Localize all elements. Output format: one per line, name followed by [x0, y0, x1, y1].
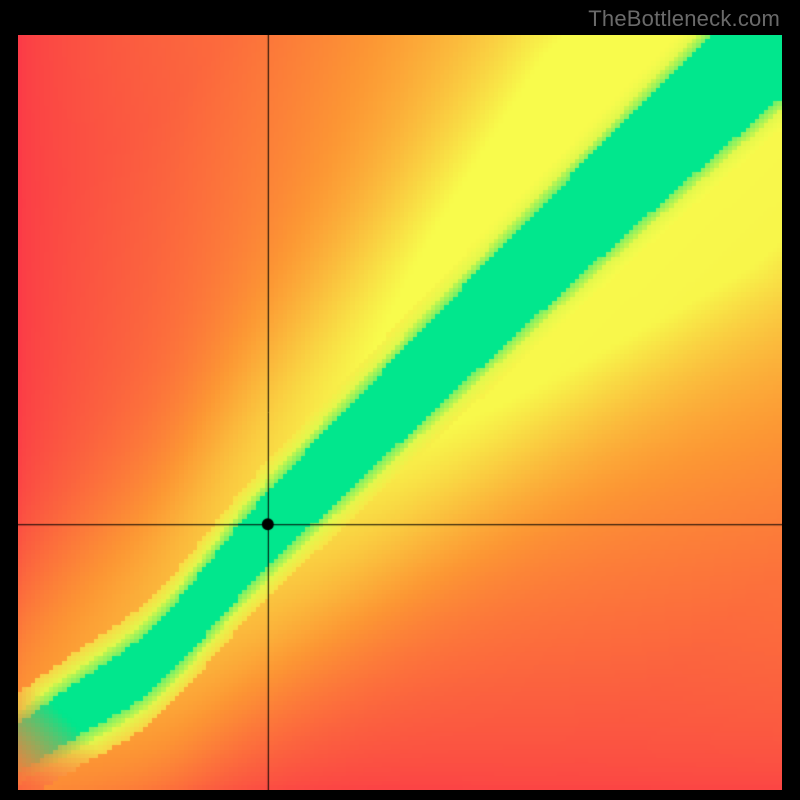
heatmap-canvas	[18, 35, 782, 790]
plot-area	[18, 35, 782, 790]
plot-frame	[18, 35, 782, 790]
watermark-text: TheBottleneck.com	[588, 6, 780, 32]
chart-container: TheBottleneck.com	[0, 0, 800, 800]
